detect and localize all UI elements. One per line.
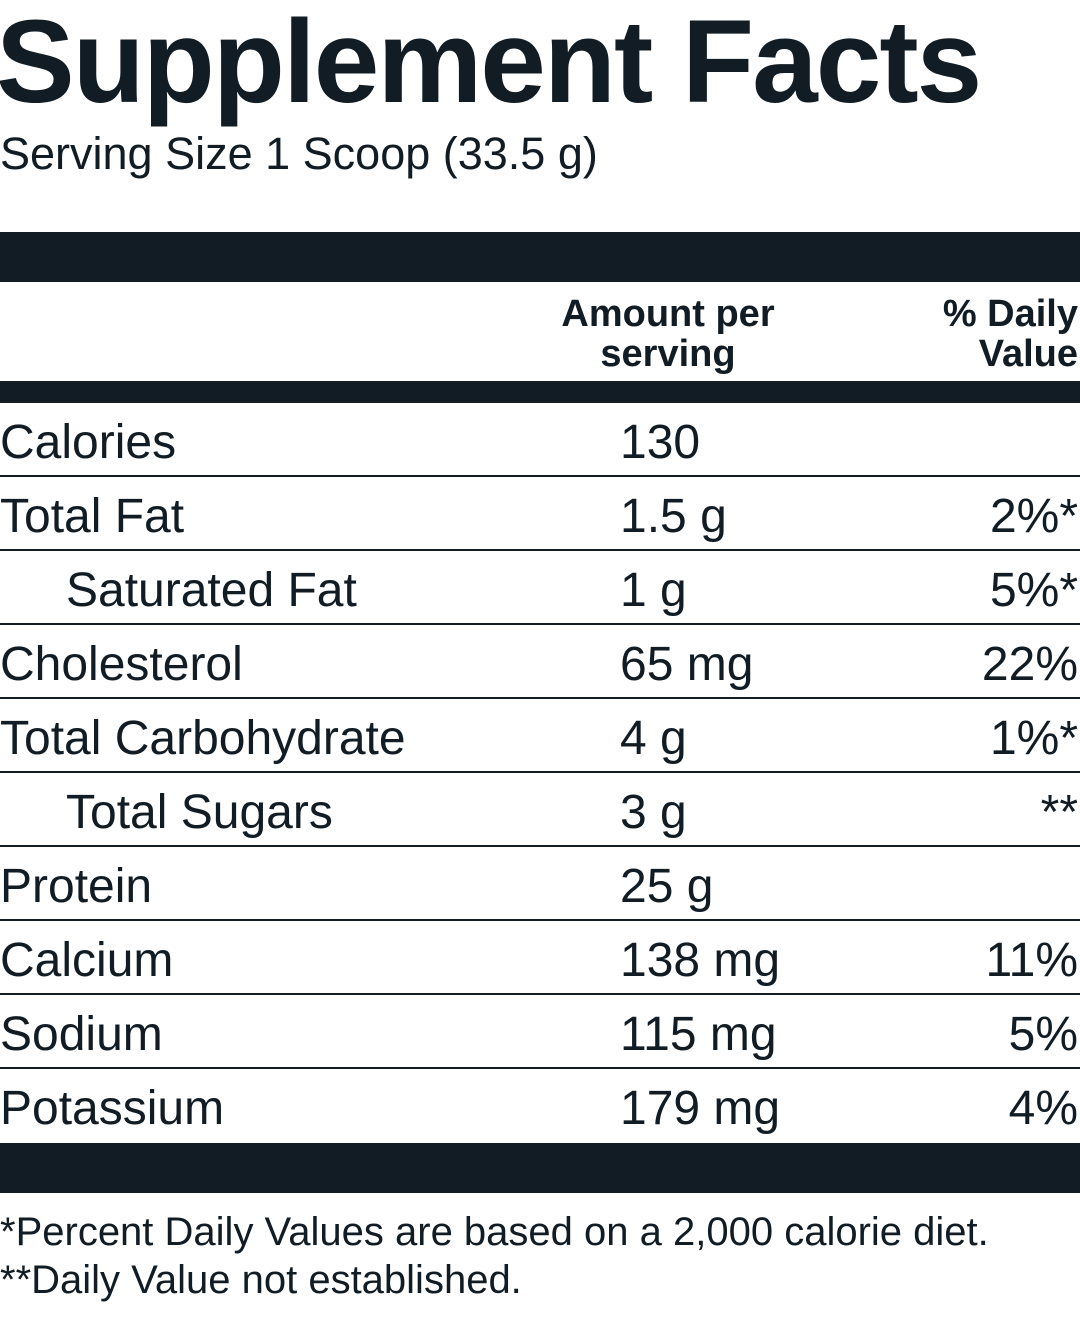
daily-value: 22% — [981, 638, 1078, 691]
nutrient-name: Protein — [0, 860, 153, 913]
nutrient-amount: 25 g — [620, 860, 714, 913]
title: Supplement Facts — [0, 0, 982, 128]
nutrient-row: Total Sugars 3 g ** — [0, 773, 1080, 847]
daily-value: 5%* — [989, 564, 1078, 617]
footnote: *Percent Daily Values are based on a 2,0… — [0, 1210, 989, 1254]
header-line: % Daily — [942, 293, 1078, 335]
footnote: **Daily Value not established. — [0, 1258, 522, 1302]
daily-value: 11% — [985, 934, 1078, 987]
daily-value: 1%* — [989, 712, 1078, 765]
nutrient-amount: 4 g — [620, 712, 687, 765]
nutrient-name: Calcium — [0, 934, 174, 987]
nutrient-name: Sodium — [0, 1008, 163, 1061]
daily-value: 2%* — [989, 490, 1078, 543]
nutrient-name: Total Fat — [0, 490, 185, 543]
header-line: serving — [600, 333, 736, 375]
nutrient-name: Potassium — [0, 1082, 225, 1135]
header-line: Value — [978, 333, 1078, 375]
nutrient-amount: 1 g — [620, 564, 687, 617]
nutrient-amount: 1.5 g — [620, 490, 727, 543]
daily-value: 5% — [1008, 1008, 1078, 1061]
nutrient-amount: 3 g — [620, 786, 687, 839]
nutrient-row: Sodium 115 mg 5% — [0, 995, 1080, 1069]
nutrient-row: Potassium 179 mg 4% — [0, 1069, 1080, 1143]
nutrient-row: Total Carbohydrate 4 g 1%* — [0, 699, 1080, 773]
nutrient-row: Calcium 138 mg 11% — [0, 921, 1080, 995]
divider-bar — [0, 1143, 1080, 1193]
nutrient-amount: 179 mg — [620, 1082, 781, 1135]
nutrient-row: Total Fat 1.5 g 2%* — [0, 477, 1080, 551]
nutrient-row: Cholesterol 65 mg 22% — [0, 625, 1080, 699]
divider-bar — [0, 232, 1080, 282]
nutrient-row: Protein 25 g — [0, 847, 1080, 921]
nutrient-name: Saturated Fat — [66, 564, 357, 617]
nutrient-amount: 65 mg — [620, 638, 754, 691]
nutrient-amount: 115 mg — [620, 1008, 777, 1061]
daily-value: ** — [1040, 786, 1078, 839]
nutrient-name: Cholesterol — [0, 638, 243, 691]
nutrient-amount: 130 — [620, 416, 701, 469]
nutrient-amount: 138 mg — [620, 934, 781, 987]
serving-size: Serving Size 1 Scoop (33.5 g) — [0, 128, 598, 179]
daily-value: 4% — [1008, 1082, 1078, 1135]
nutrient-name: Total Sugars — [66, 786, 333, 839]
nutrient-name: Calories — [0, 416, 177, 469]
nutrient-name: Total Carbohydrate — [0, 712, 406, 765]
divider-bar — [0, 381, 1080, 403]
daily-value-header: % Daily Value — [878, 294, 1078, 374]
header-line: Amount per — [561, 293, 775, 335]
nutrient-row: Calories 130 — [0, 403, 1080, 477]
amount-header: Amount per serving — [540, 294, 796, 374]
nutrient-row: Saturated Fat 1 g 5%* — [0, 551, 1080, 625]
